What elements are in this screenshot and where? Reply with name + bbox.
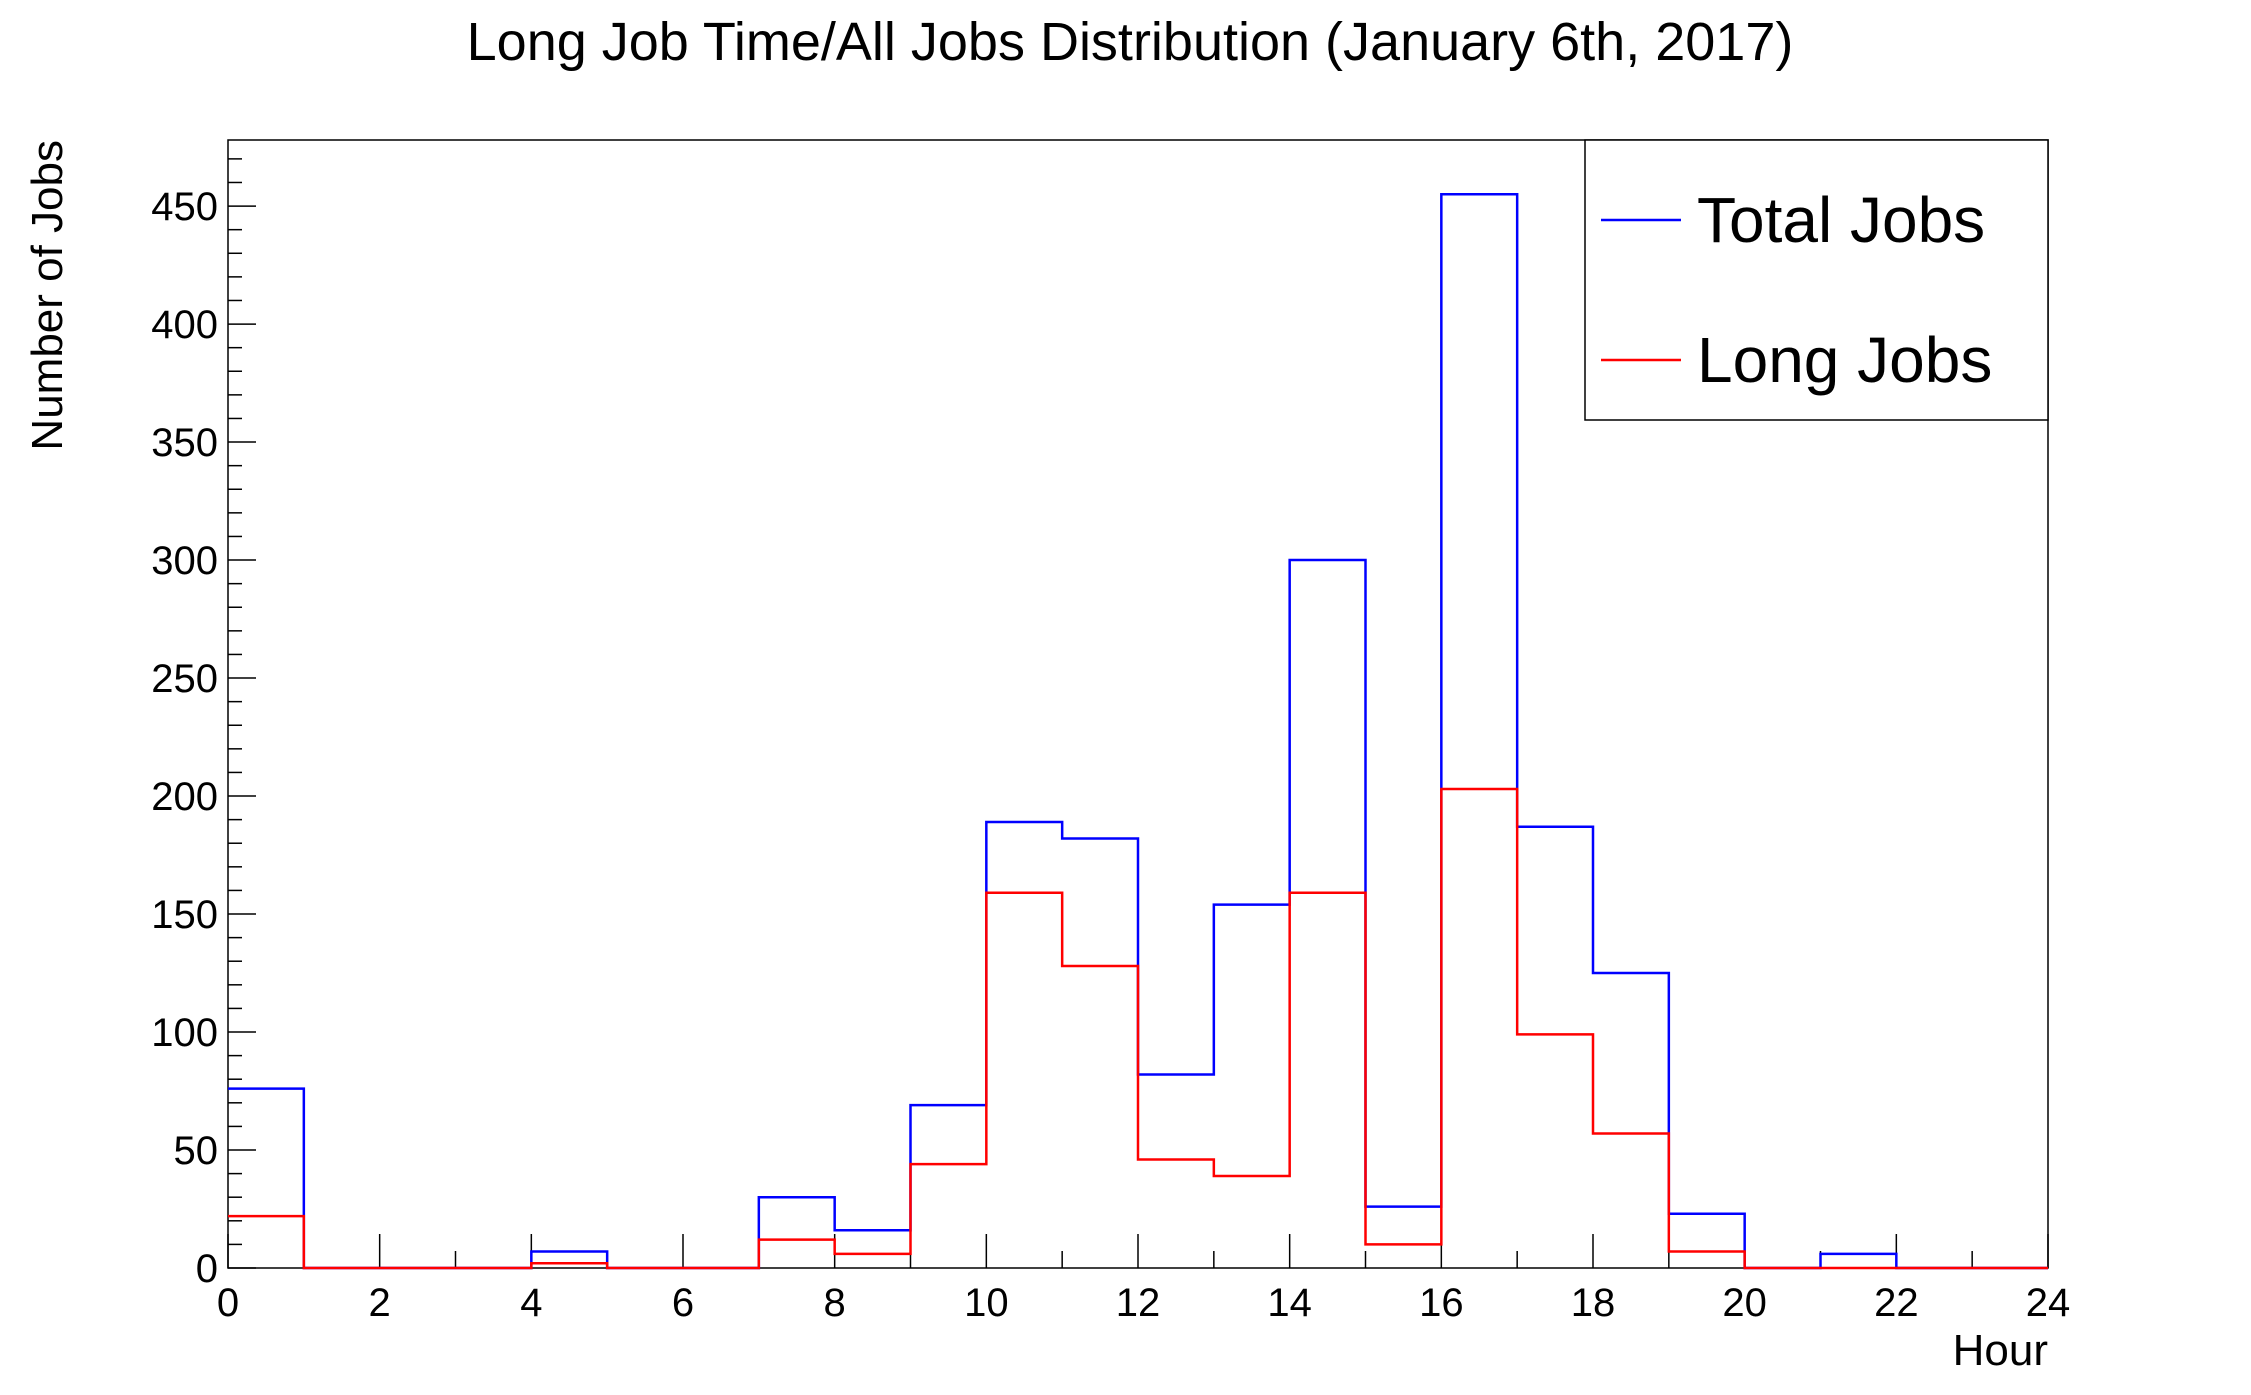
series-line [228,193,2048,1270]
legend-label: Total Jobs [1697,184,1985,256]
x-axis-label: Hour [1953,1326,2048,1375]
x-tick-label: 12 [1116,1281,1161,1325]
legend-label: Long Jobs [1697,324,1992,396]
y-tick-label: 150 [151,893,218,937]
y-tick-label: 300 [151,539,218,583]
x-axis: 0 2 4 6 8 10 12 14 16 18 20 22 24 [217,1234,2070,1325]
chart-title: Long Job Time/All Jobs Distribution (Jan… [467,12,1794,72]
y-tick-label: 450 [151,185,218,229]
x-tick-label: 22 [1874,1281,1919,1325]
y-tick-label: 0 [196,1247,218,1291]
series-layer [228,193,2048,1270]
x-tick-label: 20 [1722,1281,1767,1325]
x-tick-label: 4 [520,1281,542,1325]
series-long-jobs [228,787,2048,1270]
x-tick-label: 18 [1571,1281,1616,1325]
y-tick-label: 100 [151,1011,218,1055]
x-tick-label: 14 [1267,1281,1312,1325]
x-tick-label: 16 [1419,1281,1464,1325]
x-tick-label: 6 [672,1281,694,1325]
x-tick-label: 10 [964,1281,1009,1325]
y-tick-label: 350 [151,421,218,465]
x-tick-label: 0 [217,1281,239,1325]
x-tick-label: 8 [824,1281,846,1325]
legend: Total Jobs Long Jobs [1584,139,2049,421]
y-axis: 0 50 100 150 200 250 300 350 400 450 [151,158,256,1291]
y-axis-label: Number of Jobs [23,140,72,451]
x-tick-label: 24 [2026,1281,2071,1325]
y-tick-label: 50 [174,1129,219,1173]
legend-box [1584,139,2049,421]
y-tick-label: 200 [151,775,218,819]
series-line [228,787,2048,1270]
x-tick-label: 2 [369,1281,391,1325]
series-total-jobs [228,193,2048,1270]
y-tick-label: 400 [151,303,218,347]
y-tick-label: 250 [151,657,218,701]
